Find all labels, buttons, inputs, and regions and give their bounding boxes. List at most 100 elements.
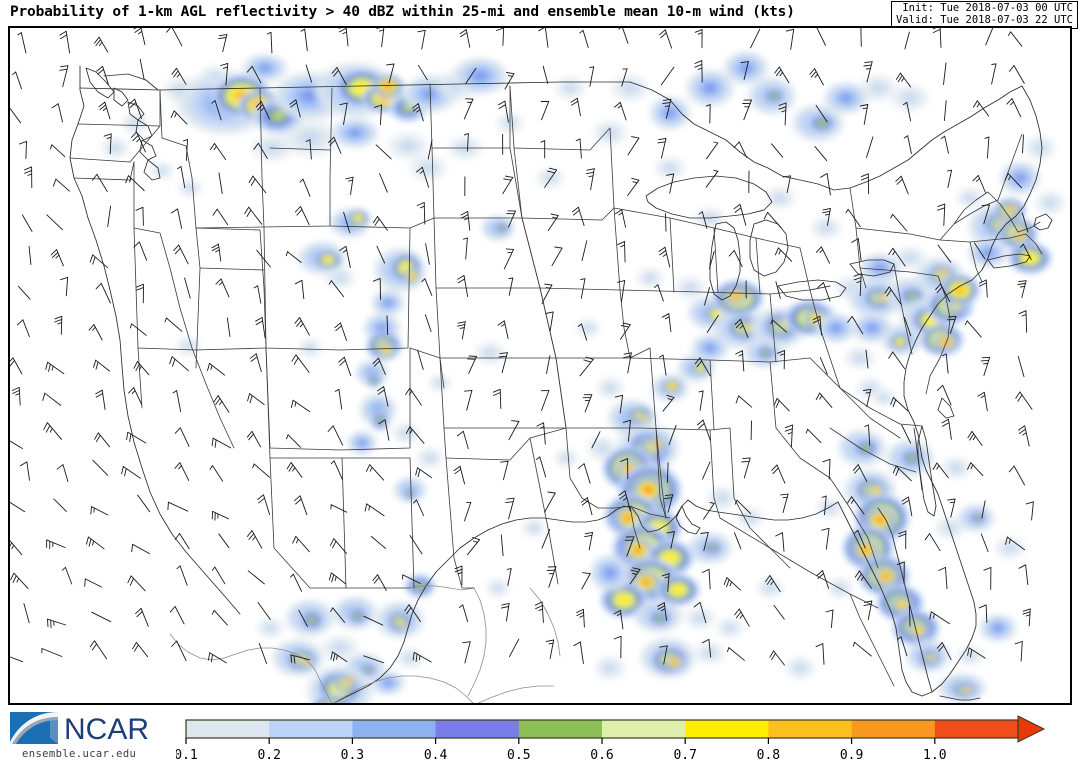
wind-barb <box>708 638 712 658</box>
wind-barb-flag <box>132 641 137 650</box>
wind-barb-half-flag <box>129 323 133 329</box>
wind-barb <box>270 31 273 54</box>
wind-barb <box>904 31 910 50</box>
wind-barb-flag <box>534 601 543 606</box>
wind-barb <box>305 64 313 83</box>
wind-barb-flag <box>734 608 740 616</box>
wind-barb <box>253 463 271 478</box>
wind-barb <box>1021 212 1029 233</box>
ncar-logo[interactable]: NCAR ensemble.ucar.edu <box>6 708 172 764</box>
wind-barb-flag <box>460 214 469 219</box>
wind-barb-flag <box>573 641 581 647</box>
wind-barb-flag <box>979 279 987 284</box>
wind-barb-flag <box>294 317 301 324</box>
wind-barb-flag <box>662 102 671 105</box>
wind-barb <box>1017 355 1025 378</box>
wind-barb <box>46 214 63 231</box>
wind-barb <box>702 461 711 480</box>
wind-barb <box>64 566 73 585</box>
wind-barb-half-flag <box>1021 313 1027 317</box>
wind-barb <box>828 458 831 480</box>
wind-barb-flag <box>860 173 869 178</box>
wind-barb <box>91 611 112 623</box>
wind-barb-flag <box>785 28 795 32</box>
wind-barb-flag <box>500 606 510 609</box>
wind-barb-flag <box>50 249 58 256</box>
wind-barb <box>332 425 344 446</box>
wind-barb-half-flag <box>856 280 862 284</box>
map-panel[interactable] <box>8 26 1072 705</box>
wind-barb <box>23 603 30 624</box>
wind-barb-flag <box>173 244 180 252</box>
wind-barb <box>15 71 22 90</box>
wind-barb <box>388 63 395 84</box>
wind-barb-half-flag <box>864 424 869 428</box>
wind-barb-flag <box>511 420 520 422</box>
wind-barb-flag <box>377 386 385 392</box>
wind-barb-flag <box>11 386 20 391</box>
wind-barb <box>65 276 69 297</box>
wind-barb-flag <box>374 104 383 108</box>
wind-barb-flag <box>545 639 555 642</box>
wind-barb-flag <box>784 424 793 429</box>
wind-barb <box>462 604 469 623</box>
wind-barb-flag <box>733 203 741 210</box>
wind-barb-flag <box>1005 536 1008 545</box>
wind-barb <box>402 574 421 584</box>
wind-barb <box>771 143 784 158</box>
wind-barb-half-flag <box>462 237 468 240</box>
wind-barb-half-flag <box>575 138 581 142</box>
wind-barb <box>662 354 667 376</box>
wind-barb-flag <box>623 352 632 355</box>
wind-barb-flag <box>822 207 831 211</box>
wind-barb-flag <box>90 506 93 515</box>
wind-barb <box>462 430 469 450</box>
wind-barb-flag <box>822 458 831 463</box>
wind-barb <box>663 645 668 665</box>
wind-barb-flag <box>661 313 670 318</box>
wind-barb-flag <box>246 209 252 217</box>
wind-barb-half-flag <box>131 390 136 394</box>
wind-barb-flag <box>847 496 853 504</box>
wind-barb-flag <box>896 178 903 185</box>
wind-barb <box>417 64 428 81</box>
wind-barb <box>1013 465 1025 486</box>
wind-barb <box>541 390 550 411</box>
wind-barb-half-flag <box>420 205 425 209</box>
wind-barb <box>502 460 509 481</box>
wind-barb <box>734 532 742 550</box>
wind-barb-flag <box>96 65 104 72</box>
wind-barb-half-flag <box>538 608 544 612</box>
wind-barb-flag <box>329 538 335 546</box>
wind-barb-flag <box>503 178 512 181</box>
wind-barb <box>218 172 223 194</box>
wind-barb-flag <box>694 357 701 365</box>
wind-barb-flag <box>782 175 791 178</box>
wind-barb-half-flag <box>177 166 182 170</box>
wind-barb <box>546 355 551 374</box>
wind-barb-flag <box>95 361 99 370</box>
wind-barb-half-flag <box>984 136 990 139</box>
wind-barb <box>619 394 624 414</box>
wind-barb-half-flag <box>819 249 824 254</box>
wind-barb-flag <box>174 247 181 255</box>
wind-barb-half-flag <box>738 353 744 357</box>
wind-barb <box>92 459 109 476</box>
wind-barb <box>466 389 473 411</box>
wind-barb-flag <box>726 579 730 588</box>
wind-barb-flag <box>170 110 175 119</box>
wind-barb-flag <box>372 357 379 364</box>
wind-barb-flag <box>658 138 667 141</box>
wind-barb-flag <box>1022 611 1031 615</box>
wind-barb <box>386 315 389 336</box>
wind-barb <box>257 602 271 620</box>
wind-barb-half-flag <box>698 211 703 215</box>
wind-barb <box>706 142 719 160</box>
wind-barb-half-flag <box>176 73 181 78</box>
wind-barb <box>176 640 187 662</box>
wind-barb-flag <box>825 609 834 613</box>
wind-barb <box>945 353 949 374</box>
wind-barb-flag <box>331 574 335 583</box>
wind-barb <box>416 499 425 516</box>
wind-barb-flag <box>246 530 253 537</box>
